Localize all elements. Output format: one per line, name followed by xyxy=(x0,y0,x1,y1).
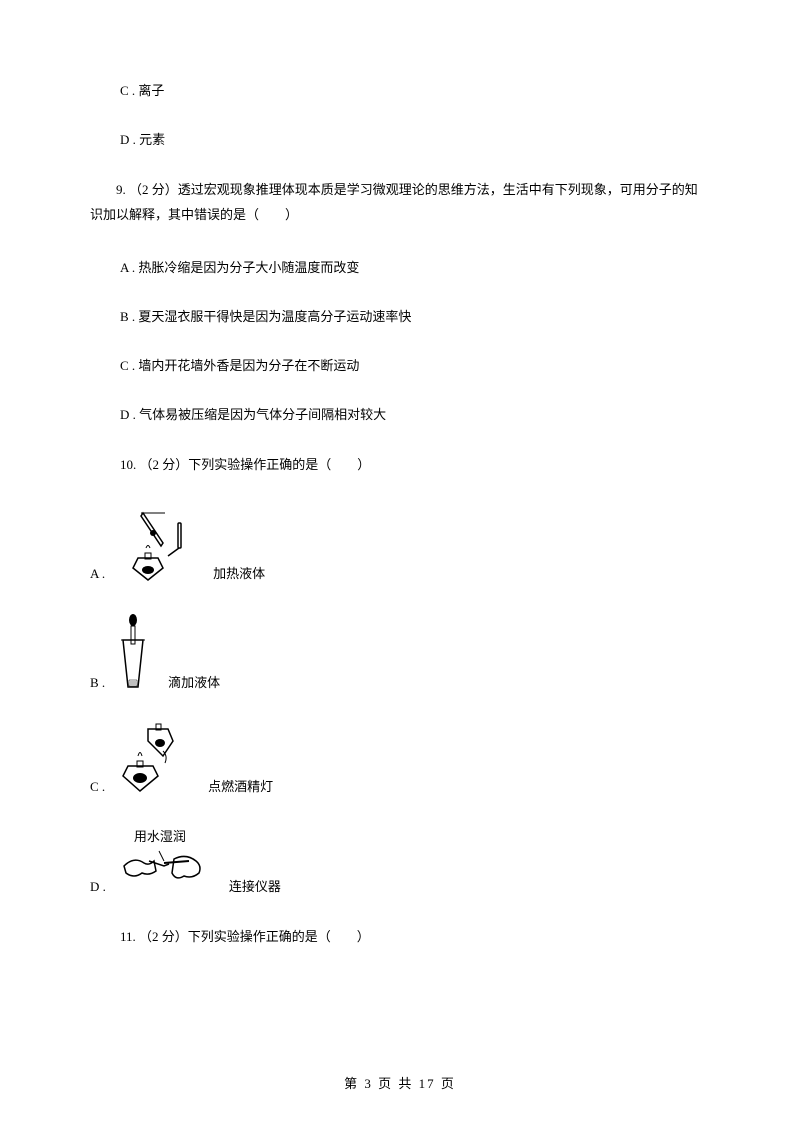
drip-liquid-icon xyxy=(113,612,153,696)
option-d-element: D . 元素 xyxy=(90,129,710,148)
option-a-text: 加热液体 xyxy=(213,563,265,587)
option-label-a: A . xyxy=(90,566,105,587)
question-10: 10. （2 分）下列实验操作正确的是（ ） xyxy=(90,453,710,478)
option-label-b: B . xyxy=(90,675,105,696)
option-d-text: 连接仪器 xyxy=(229,876,281,900)
option-c-ion: C . 离子 xyxy=(90,80,710,99)
option-label-c: C . xyxy=(90,779,105,800)
heating-liquid-icon xyxy=(113,508,198,587)
light-burner-icon xyxy=(113,721,193,800)
q10-option-d: D . 用水湿润 连接仪器 xyxy=(90,825,710,900)
q9-option-a: A . 热胀冷缩是因为分子大小随温度而改变 xyxy=(90,257,710,276)
q9-option-b: B . 夏天湿衣服干得快是因为温度高分子运动速率快 xyxy=(90,306,710,325)
question-11: 11. （2 分）下列实验操作正确的是（ ） xyxy=(90,925,710,950)
wet-label: 用水湿润 xyxy=(134,826,186,845)
connect-apparatus-icon: 用水湿润 xyxy=(114,831,214,900)
page-footer: 第 3 页 共 17 页 xyxy=(0,1073,800,1092)
q10-option-a: A . 加热液体 xyxy=(90,508,710,587)
q10-option-c: C . 点燃酒精灯 xyxy=(90,721,710,800)
q9-option-d: D . 气体易被压缩是因为气体分子间隔相对较大 xyxy=(90,404,710,423)
q9-option-c: C . 墙内开花墙外香是因为分子在不断运动 xyxy=(90,355,710,374)
option-label-d: D . xyxy=(90,879,106,900)
option-c-text: 点燃酒精灯 xyxy=(208,776,273,800)
option-b-text: 滴加液体 xyxy=(168,672,220,696)
question-9: 9. （2 分）透过宏观现象推理体现本质是学习微观理论的思维方法，生活中有下列现… xyxy=(90,178,710,227)
q10-option-b: B . 滴加液体 xyxy=(90,612,710,696)
